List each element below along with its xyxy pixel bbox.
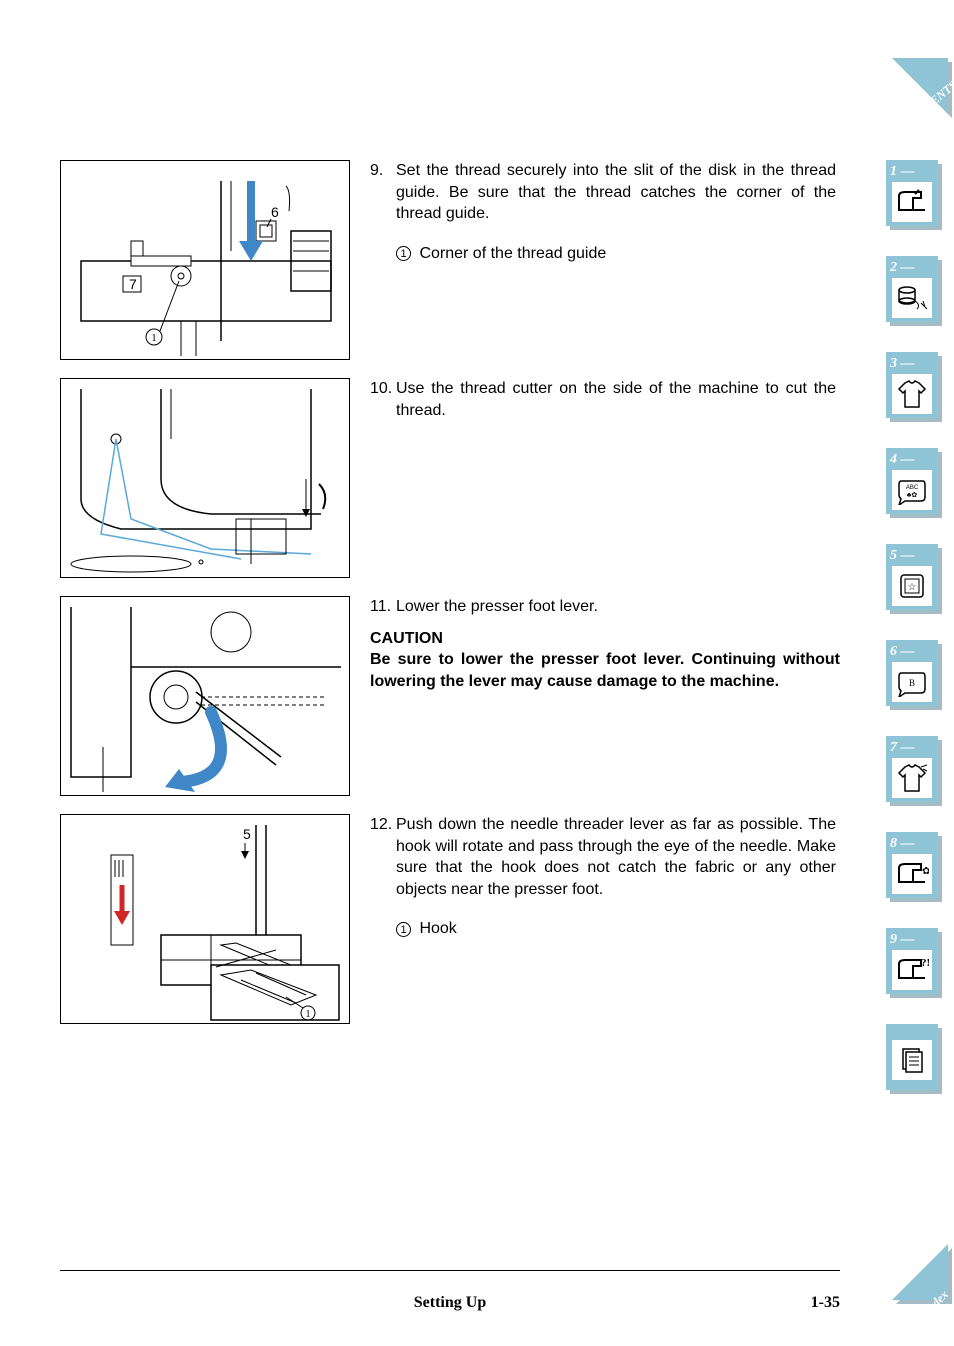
step-body: Lower the presser foot lever.	[396, 596, 836, 618]
machine-question-icon: ?!	[892, 950, 932, 990]
tab-label: 2 —	[890, 260, 915, 276]
machine-icon	[892, 182, 932, 222]
caution-heading: CAUTION	[370, 628, 840, 650]
tab-label: 4 —	[890, 452, 915, 468]
diagram-step-9: 6 7 1	[60, 160, 350, 360]
chapter-tab-9[interactable]: 9 — ?!	[886, 928, 944, 1000]
diagram-step-10	[60, 378, 350, 578]
diagram-step-12: 5 1	[60, 814, 350, 1024]
abc-badge-icon: ABC♣✿	[892, 470, 932, 510]
chapter-tab-index-icon[interactable]	[886, 1024, 944, 1096]
circled-ref: 1	[396, 246, 411, 261]
chapter-tab-4[interactable]: 4 — ABC♣✿	[886, 448, 944, 520]
hoop-star-icon: ☆	[892, 566, 932, 606]
sub-text: Hook	[419, 920, 456, 937]
tab-label: 8 —	[890, 836, 915, 852]
footer-rule	[60, 1270, 840, 1271]
hoop-letter-icon: B	[892, 662, 932, 702]
step-body: Push down the needle threader lever as f…	[396, 814, 836, 900]
chapter-tab-1[interactable]: 1 —	[886, 160, 944, 232]
diagram-step-11	[60, 596, 350, 796]
sub-text: Corner of the thread guide	[419, 245, 606, 262]
step-body: Set the thread securely into the slit of…	[396, 160, 836, 225]
footer-page-number: 1-35	[811, 1294, 840, 1312]
pages-icon	[892, 1040, 932, 1080]
caution-body: Be sure to lower the presser foot lever.…	[370, 649, 840, 692]
chapter-tab-2[interactable]: 2 —	[886, 256, 944, 328]
svg-text:7: 7	[129, 276, 137, 292]
footer-title: Setting Up	[414, 1294, 486, 1312]
step-number: 11.	[370, 596, 396, 618]
tab-label: 6 —	[890, 644, 915, 660]
thread-spool-icon	[892, 278, 932, 318]
chapter-tab-6[interactable]: 6 — B	[886, 640, 944, 712]
index-tab[interactable]: Index	[890, 1242, 954, 1306]
chapter-tabs: 1 — 2 — 3 — 4 — ABC♣✿	[886, 160, 954, 1096]
svg-text:?!: ?!	[921, 957, 929, 969]
tab-label: 3 —	[890, 356, 915, 372]
svg-text:☆: ☆	[908, 582, 917, 593]
tab-label: 5 —	[890, 548, 915, 564]
tab-label: 7 —	[890, 740, 915, 756]
svg-text:1: 1	[306, 1009, 311, 1020]
step-number: 12.	[370, 814, 396, 836]
circled-ref: 1	[396, 922, 411, 937]
chapter-tab-7[interactable]: 7 —	[886, 736, 944, 808]
page-content: 6 7 1 9.Set the thread securely into the…	[60, 40, 840, 1300]
tshirt-icon	[892, 374, 932, 414]
chapter-tab-5[interactable]: 5 — ☆	[886, 544, 944, 616]
tab-label: 1 —	[890, 164, 915, 180]
chapter-tab-3[interactable]: 3 —	[886, 352, 944, 424]
svg-text:B: B	[909, 678, 915, 688]
machine-settings-icon: ✿	[892, 854, 932, 894]
svg-text:✿: ✿	[922, 866, 929, 877]
svg-text:1: 1	[151, 332, 157, 344]
svg-text:♣✿: ♣✿	[907, 491, 918, 499]
chapter-tab-8[interactable]: 8 — ✿	[886, 832, 944, 904]
step-number: 10.	[370, 378, 396, 400]
contents-tab[interactable]: CONTENTS	[890, 56, 954, 120]
step-number: 9.	[370, 160, 396, 182]
tab-label: 9 —	[890, 932, 915, 948]
svg-text:6: 6	[271, 204, 279, 220]
tshirt-embroidery-icon	[892, 758, 932, 798]
svg-text:5: 5	[243, 826, 251, 842]
step-body: Use the thread cutter on the side of the…	[396, 378, 836, 421]
